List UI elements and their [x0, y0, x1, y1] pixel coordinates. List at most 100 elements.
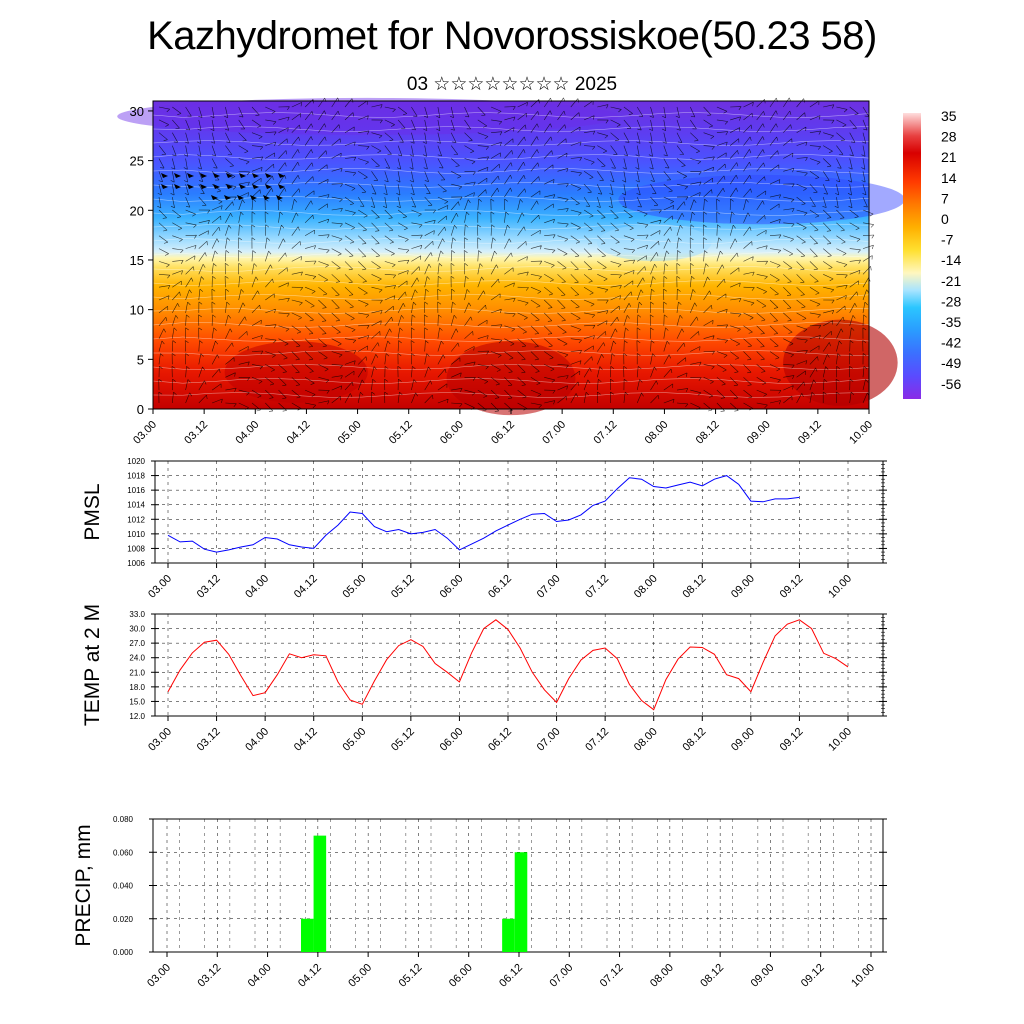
- temp-panel: 12.0 15.0 18.0 21.0 24.0 27.0 30.0 33.0 03.00 03.…: [81, 604, 887, 754]
- contour-line: [152, 168, 870, 174]
- y-tick-label: 0.020: [113, 915, 134, 924]
- wind-flag: [252, 173, 259, 178]
- x-tick-label: 04.00: [246, 962, 274, 990]
- heatmap-blob: [596, 224, 712, 262]
- contour-line: [152, 378, 870, 384]
- x-tick-label: 05.00: [340, 726, 368, 754]
- wind-flag: [278, 173, 285, 178]
- colorbar-label: 21: [941, 149, 957, 165]
- contour-line: [152, 140, 870, 146]
- page-title: Kazhydromet for Novorossiskoe(50.23 58): [147, 14, 877, 58]
- wind-flag: [213, 173, 220, 178]
- y-tick-label: 30: [130, 104, 144, 119]
- colorbar-label: -56: [941, 376, 961, 392]
- x-tick-label: 06.12: [489, 419, 517, 447]
- y-tick-label: 1018: [127, 472, 145, 481]
- x-tick-label: 07.12: [598, 962, 626, 990]
- y-tick-label: 5: [137, 352, 144, 367]
- x-tick-label: 09.00: [729, 573, 757, 601]
- y-tick-label: 20: [130, 203, 144, 218]
- y-tick-label: 15: [130, 253, 144, 268]
- y-tick-label: 33.0: [129, 610, 145, 619]
- pmsl-panel: 1006 1008 1010 1012 1014 1016 1018 1020 03.00 03.…: [81, 457, 887, 601]
- x-tick-label: 04.00: [233, 419, 261, 447]
- x-tick-label: 05.00: [346, 962, 374, 990]
- precip-bar: [313, 835, 327, 952]
- x-tick-label: 03.12: [195, 726, 223, 754]
- x-tick-label: 06.12: [497, 962, 525, 990]
- x-tick-label: 05.00: [340, 573, 368, 601]
- wind-flag: [187, 173, 194, 178]
- wind-barbs: [157, 97, 875, 412]
- x-tick-label: 07.12: [591, 419, 619, 447]
- wind-flag: [213, 184, 220, 189]
- x-tick-label: 06.00: [438, 419, 466, 447]
- wind-flag: [278, 184, 285, 189]
- x-tick-label: 07.00: [535, 726, 563, 754]
- x-tick-label: 09.12: [796, 419, 824, 447]
- contour-line: [152, 182, 870, 188]
- x-tick-label: 06.12: [486, 573, 514, 601]
- y-axis-label: PRECIP, mm: [72, 824, 95, 946]
- wind-flag: [161, 184, 168, 189]
- x-tick-label: 04.00: [243, 726, 271, 754]
- plot-frame: [154, 460, 884, 564]
- colorbar-label: 28: [941, 129, 957, 145]
- x-tick-label: 10.00: [826, 573, 854, 601]
- y-tick-label: 0.000: [113, 948, 134, 957]
- y-axis-label: TEMP at 2 M: [81, 604, 104, 726]
- x-tick-label: 04.12: [296, 962, 324, 990]
- wind-flag: [211, 195, 218, 200]
- x-tick-label: 03.00: [131, 419, 159, 447]
- wind-flag: [224, 195, 231, 200]
- wind-flag: [226, 173, 233, 178]
- x-tick-label: 04.12: [285, 419, 313, 447]
- y-tick-label: 0.080: [113, 815, 134, 824]
- x-tick-label: 07.12: [583, 726, 611, 754]
- data-line: [167, 619, 849, 711]
- x-tick-label: 05.00: [336, 419, 364, 447]
- wind-flag: [250, 195, 257, 200]
- x-tick-label: 08.12: [694, 419, 722, 447]
- heatmap-blob: [224, 341, 368, 403]
- x-tick-label: 05.12: [389, 726, 417, 754]
- x-tick-label: 05.12: [389, 573, 417, 601]
- x-tick-label: 06.00: [438, 573, 466, 601]
- colorbar-label: 7: [941, 190, 949, 206]
- x-tick-label: 08.12: [680, 573, 708, 601]
- x-tick-label: 09.00: [729, 726, 757, 754]
- y-tick-label: 1020: [127, 457, 145, 466]
- colorbar: [903, 113, 921, 399]
- x-tick-label: 09.12: [799, 962, 827, 990]
- x-tick-label: 03.12: [182, 419, 210, 447]
- x-tick-label: 04.12: [292, 726, 320, 754]
- x-tick-label: 05.12: [387, 419, 415, 447]
- x-tick-label: 08.00: [632, 726, 660, 754]
- colorbar-label: -49: [941, 355, 961, 371]
- contour-line: [152, 210, 870, 216]
- contour-line: [152, 364, 870, 370]
- contour-line: [152, 280, 870, 286]
- colorbar-label: -35: [941, 314, 961, 330]
- contour-line: [152, 154, 870, 160]
- x-tick-label: 07.00: [540, 419, 568, 447]
- wind-flag: [252, 184, 259, 189]
- heatmap-blob: [446, 341, 576, 416]
- y-tick-label: 18.0: [129, 683, 145, 692]
- wind-flag: [263, 195, 270, 200]
- colorbar-label: 35: [941, 108, 957, 124]
- heatmap-panel: 0 5 10 15 20 25 30 03.00 03.12 04.00 04.12 05.00 05.…: [117, 97, 961, 447]
- x-tick-label: 08.00: [643, 419, 671, 447]
- y-tick-label: 24.0: [129, 654, 145, 663]
- x-tick-label: 08.00: [632, 573, 660, 601]
- contour-line: [152, 196, 870, 202]
- x-tick-label: 09.12: [778, 726, 806, 754]
- wind-flag: [237, 195, 244, 200]
- y-tick-label: 15.0: [129, 697, 145, 706]
- x-tick-label: 10.00: [826, 726, 854, 754]
- x-tick-label: 03.00: [146, 573, 174, 601]
- colorbar-label: -28: [941, 293, 961, 309]
- y-tick-label: 30.0: [129, 625, 145, 634]
- colorbar-label: 14: [941, 170, 957, 186]
